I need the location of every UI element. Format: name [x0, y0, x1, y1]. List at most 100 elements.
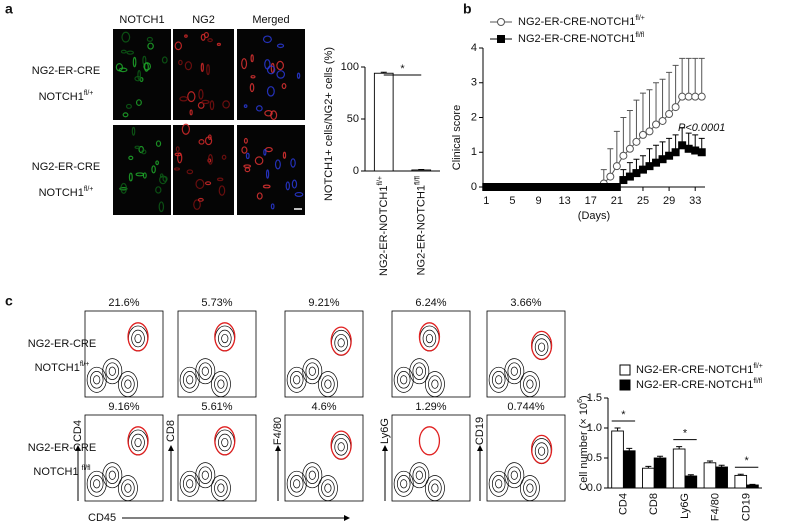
flow-contour — [526, 379, 534, 389]
x-tick-label: 21 — [611, 195, 623, 207]
micro-row-label-main: NOTCH1 — [39, 91, 84, 103]
flow-contour — [534, 338, 549, 356]
flow-gate — [214, 426, 236, 456]
flow-contour — [121, 479, 135, 497]
legend-swatch — [619, 364, 631, 376]
flow-contour — [491, 371, 506, 389]
micro-cell — [122, 112, 129, 118]
micro-column-header: NG2 — [192, 14, 215, 26]
micro-cell — [243, 104, 248, 109]
bar — [373, 72, 394, 172]
flow-contour — [121, 375, 135, 393]
micro-cell — [241, 146, 248, 154]
error-bar — [607, 148, 614, 177]
micro-cell — [178, 59, 183, 66]
y-tick-label: 1.5 — [587, 392, 602, 404]
y-tick-label: 1.0 — [587, 422, 602, 434]
micro-row-label: NOTCH1fl/+ — [39, 90, 94, 103]
x-tick-label: CD8 — [648, 493, 660, 515]
micro-column-header: NOTCH1 — [119, 14, 164, 26]
micro-cell — [151, 165, 156, 174]
error-bar — [633, 99, 640, 142]
flow-row-label-sup: fl/fl — [82, 465, 91, 472]
flow-contour — [134, 437, 142, 448]
marker — [514, 183, 523, 191]
flow-row-label-sup: fl/+ — [80, 361, 90, 368]
flow-contour — [396, 371, 411, 389]
micro-image — [237, 29, 305, 120]
micro-row-label-sup: fl/+ — [84, 186, 94, 193]
micro-cell — [121, 31, 131, 43]
flow-contour — [504, 462, 525, 489]
flow-contour — [134, 333, 142, 344]
flow-plot-frame — [177, 414, 257, 502]
flow-contour — [507, 362, 522, 380]
x-tick-label: 1 — [483, 195, 489, 207]
flow-contour — [214, 375, 228, 393]
flow-contour — [124, 379, 132, 389]
marker — [521, 183, 530, 191]
flow-gate — [530, 330, 553, 361]
flow-contour — [195, 462, 216, 489]
flow-contour — [198, 466, 213, 484]
micro-cell — [270, 110, 278, 121]
flow-contour — [105, 466, 120, 484]
bar — [672, 448, 686, 489]
marker — [671, 103, 680, 112]
flow-contour — [317, 371, 338, 398]
legend-label-main: NG2-ER-CRE-NOTCH1 — [636, 364, 753, 376]
micro-cell — [125, 103, 132, 109]
flow-plot-frame — [177, 310, 257, 398]
flow-row-label-main: NOTCH1 — [33, 466, 81, 478]
micro-cell — [184, 34, 188, 38]
flow-contour — [510, 366, 518, 376]
flow-contour — [396, 475, 411, 493]
error-bar — [749, 483, 756, 485]
x-tick-label: 9 — [535, 195, 541, 207]
x-tick-label: CD4 — [617, 493, 629, 515]
flow-gate — [127, 426, 149, 456]
micro-cell — [174, 152, 182, 157]
y-tick-label: 2 — [471, 111, 477, 123]
y-tick-label: 1 — [471, 146, 477, 158]
flow-contour — [424, 371, 445, 398]
bar — [411, 169, 432, 172]
flow-contour — [538, 342, 546, 352]
micro-cell — [198, 89, 204, 100]
legend-marker — [497, 18, 505, 26]
flow-contour — [201, 366, 209, 376]
error-bar — [737, 473, 744, 476]
bar — [642, 467, 655, 489]
y-axis-label: NOTCH1+ cells/NG2+ cells (%) — [323, 47, 335, 201]
marker — [632, 169, 641, 178]
micro-cell — [270, 203, 275, 210]
flow-plot-frame — [486, 414, 566, 502]
flow-contour — [324, 483, 332, 493]
micro-row-label: NG2-ER-CRE — [32, 65, 100, 77]
legend-label: NG2-ER-CRE-NOTCH1fl/fl — [636, 378, 763, 391]
flow-plot-frame — [84, 414, 164, 502]
flow-contour — [305, 362, 320, 380]
micro-cell — [126, 50, 135, 55]
micro-cell — [221, 154, 227, 160]
error-bar — [645, 465, 652, 469]
micro-cell — [204, 136, 213, 146]
panel-label: a — [5, 1, 13, 17]
error-bar — [706, 460, 713, 463]
micro-cell — [162, 176, 168, 182]
micro-cell — [209, 100, 215, 111]
error-bar — [685, 57, 692, 97]
flow-percentage: 3.66% — [510, 297, 541, 309]
marker — [599, 183, 608, 191]
micro-cell — [276, 70, 286, 79]
micro-cell — [128, 155, 134, 161]
marker — [678, 141, 687, 150]
micro-cell — [250, 75, 256, 79]
flow-contour — [305, 466, 320, 484]
micro-cell — [120, 49, 127, 54]
error-bar — [646, 89, 653, 132]
micro-cell — [201, 99, 210, 105]
micro-cell — [187, 91, 196, 103]
flow-contour — [428, 479, 442, 497]
flow-contour — [105, 362, 120, 380]
